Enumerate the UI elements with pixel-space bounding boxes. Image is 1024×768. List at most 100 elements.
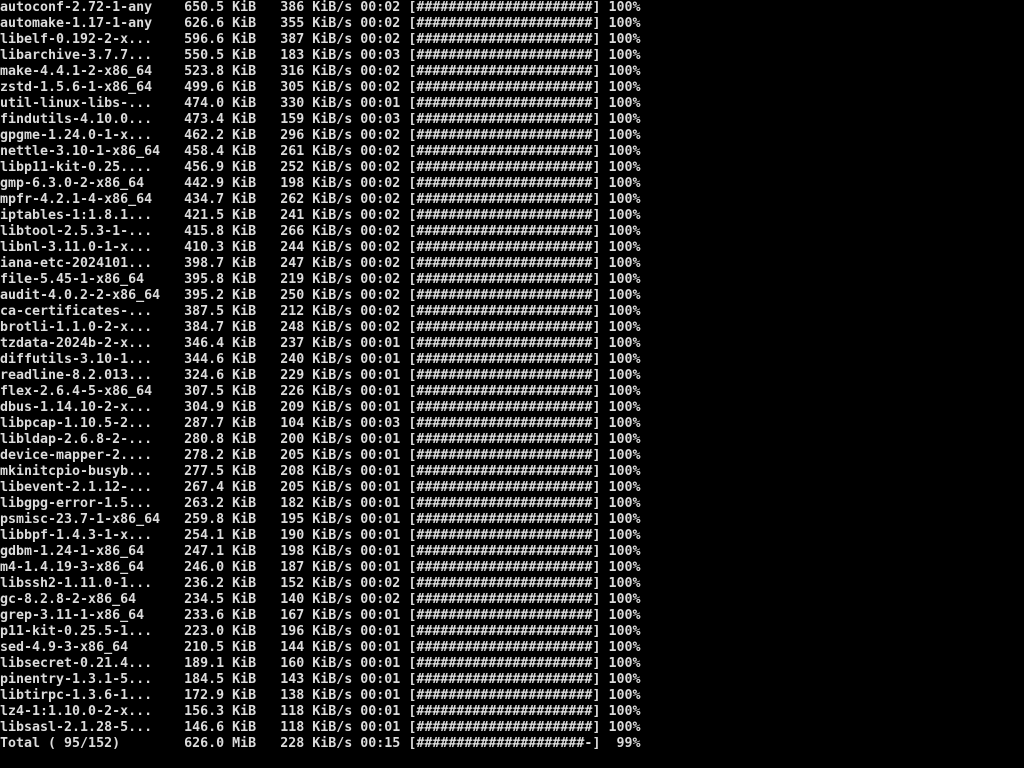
download-size: 456.9 KiB	[160, 160, 257, 175]
download-size: 259.8 KiB	[160, 512, 257, 527]
download-rate: 200 KiB/s	[256, 432, 353, 447]
package-name: mpfr-4.2.1-4-x86_64	[0, 192, 161, 207]
progress-bar: [######################]	[400, 240, 601, 255]
progress-bar: [######################]	[400, 720, 601, 735]
download-time: 00:01	[352, 464, 401, 479]
download-size: 434.7 KiB	[160, 192, 257, 207]
progress-bar: [######################]	[400, 384, 601, 399]
package-name: libldap-2.6.8-2-...	[0, 432, 161, 447]
download-row: mpfr-4.2.1-4-x86_64 434.7 KiB 262 KiB/s …	[0, 192, 640, 208]
download-rate: 118 KiB/s	[256, 720, 353, 735]
package-name: libgpg-error-1.5...	[0, 496, 161, 511]
progress-bar: [######################]	[400, 80, 601, 95]
download-size: 278.2 KiB	[160, 448, 257, 463]
download-time: 00:02	[352, 304, 401, 319]
progress-bar: [######################]	[400, 32, 601, 47]
progress-bar: [######################]	[400, 64, 601, 79]
package-name: gmp-6.3.0-2-x86_64	[0, 176, 161, 191]
download-row: libevent-2.1.12-... 267.4 KiB 205 KiB/s …	[0, 480, 640, 496]
progress-bar: [######################]	[400, 96, 601, 111]
progress-bar: [######################]	[400, 160, 601, 175]
package-name: findutils-4.10.0...	[0, 112, 161, 127]
download-rate: 205 KiB/s	[256, 448, 353, 463]
progress-bar: [######################]	[400, 640, 601, 655]
download-rate: 205 KiB/s	[256, 480, 353, 495]
download-size: 280.8 KiB	[160, 432, 257, 447]
download-row: libelf-0.192-2-x... 596.6 KiB 387 KiB/s …	[0, 32, 640, 48]
download-row: libpcap-1.10.5-2... 287.7 KiB 104 KiB/s …	[0, 416, 640, 432]
package-name: grep-3.11-1-x86_64	[0, 608, 161, 623]
progress-percent: 100%	[600, 576, 641, 591]
progress-bar: [######################]	[400, 400, 601, 415]
progress-percent: 100%	[600, 128, 641, 143]
download-time: 00:02	[352, 128, 401, 143]
progress-percent: 100%	[600, 464, 641, 479]
package-name: iana-etc-2024101...	[0, 256, 161, 271]
package-name: file-5.45-1-x86_64	[0, 272, 161, 287]
progress-percent: 100%	[600, 384, 641, 399]
progress-percent: 100%	[600, 656, 641, 671]
progress-percent: 100%	[600, 48, 641, 63]
progress-percent: 100%	[600, 512, 641, 527]
progress-percent: 100%	[600, 592, 641, 607]
progress-percent: 100%	[600, 352, 641, 367]
download-row: gpgme-1.24.0-1-x... 462.2 KiB 296 KiB/s …	[0, 128, 640, 144]
download-size: 304.9 KiB	[160, 400, 257, 415]
download-time: 00:01	[352, 640, 401, 655]
package-name: diffutils-3.10-1...	[0, 352, 161, 367]
progress-bar: [######################]	[400, 656, 601, 671]
package-name: Total ( 95/152)	[0, 736, 161, 751]
progress-bar: [######################]	[400, 688, 601, 703]
download-time: 00:01	[352, 560, 401, 575]
download-row: grep-3.11-1-x86_64 233.6 KiB 167 KiB/s 0…	[0, 608, 640, 624]
package-name: gdbm-1.24-1-x86_64	[0, 544, 161, 559]
download-size: 172.9 KiB	[160, 688, 257, 703]
download-row: file-5.45-1-x86_64 395.8 KiB 219 KiB/s 0…	[0, 272, 640, 288]
progress-bar: [######################]	[400, 304, 601, 319]
download-time: 00:02	[352, 224, 401, 239]
progress-percent: 100%	[600, 448, 641, 463]
package-name: m4-1.4.19-3-x86_64	[0, 560, 161, 575]
download-row: libnl-3.11.0-1-x... 410.3 KiB 244 KiB/s …	[0, 240, 640, 256]
progress-percent: 100%	[600, 240, 641, 255]
progress-bar: [######################]	[400, 528, 601, 543]
download-rate: 144 KiB/s	[256, 640, 353, 655]
progress-percent: 100%	[600, 288, 641, 303]
download-row: make-4.4.1-2-x86_64 523.8 KiB 316 KiB/s …	[0, 64, 640, 80]
progress-bar: [######################]	[400, 208, 601, 223]
progress-percent: 100%	[600, 160, 641, 175]
package-name: libevent-2.1.12-...	[0, 480, 161, 495]
download-size: 626.0 MiB	[160, 736, 257, 751]
download-time: 00:03	[352, 112, 401, 127]
progress-percent: 100%	[600, 16, 641, 31]
package-name: device-mapper-2....	[0, 448, 161, 463]
progress-bar: [######################]	[400, 48, 601, 63]
download-size: 346.4 KiB	[160, 336, 257, 351]
download-rate: 355 KiB/s	[256, 16, 353, 31]
download-time: 00:03	[352, 48, 401, 63]
download-time: 00:01	[352, 352, 401, 367]
package-name: automake-1.17-1-any	[0, 16, 161, 31]
package-name: gc-8.2.8-2-x86_64	[0, 592, 161, 607]
progress-bar: [######################]	[400, 704, 601, 719]
download-size: 626.6 KiB	[160, 16, 257, 31]
package-name: gpgme-1.24.0-1-x...	[0, 128, 161, 143]
download-row: gmp-6.3.0-2-x86_64 442.9 KiB 198 KiB/s 0…	[0, 176, 640, 192]
download-rate: 198 KiB/s	[256, 176, 353, 191]
download-size: 246.0 KiB	[160, 560, 257, 575]
download-size: 473.4 KiB	[160, 112, 257, 127]
progress-bar: [######################]	[400, 176, 601, 191]
download-time: 00:02	[352, 320, 401, 335]
progress-percent: 100%	[600, 496, 641, 511]
progress-percent: 100%	[600, 320, 641, 335]
download-time: 00:01	[352, 512, 401, 527]
progress-percent: 100%	[600, 416, 641, 431]
download-row: gdbm-1.24-1-x86_64 247.1 KiB 198 KiB/s 0…	[0, 544, 640, 560]
download-rate: 167 KiB/s	[256, 608, 353, 623]
package-name: iptables-1:1.8.1...	[0, 208, 161, 223]
progress-bar: [######################]	[400, 480, 601, 495]
download-rate: 386 KiB/s	[256, 0, 353, 15]
progress-bar: [######################]	[400, 0, 601, 15]
download-rate: 187 KiB/s	[256, 560, 353, 575]
download-size: 233.6 KiB	[160, 608, 257, 623]
